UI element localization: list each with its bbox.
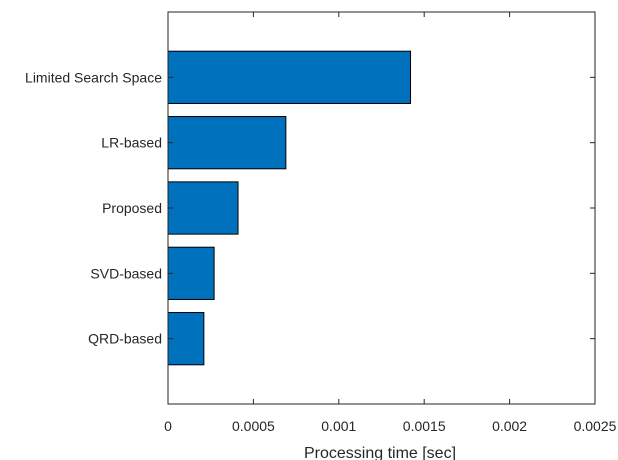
- x-tick-label: 0.0005: [232, 418, 275, 434]
- bar-lr-based: [167, 116, 287, 170]
- x-tick-label: 0.001: [321, 418, 356, 434]
- category-label-svd-based: SVD-based: [90, 265, 162, 281]
- x-tick-label: 0.0015: [403, 418, 446, 434]
- x-tick-label: 0.0025: [574, 418, 617, 434]
- category-label-proposed: Proposed: [102, 200, 162, 216]
- bars-layer: [167, 50, 412, 366]
- x-tick-label: 0.002: [492, 418, 527, 434]
- category-label-limited-search-space: Limited Search Space: [25, 69, 162, 85]
- bar-qrd-based: [167, 312, 205, 366]
- category-label-lr-based: LR-based: [101, 135, 162, 151]
- bar-limited-search-space: [167, 50, 412, 104]
- x-axis-label: Processing time [sec]: [304, 445, 456, 460]
- bar-proposed: [167, 181, 239, 235]
- ticks-layer: Limited Search Space LR-based Proposed SVD-…: [25, 69, 617, 434]
- axes-layer: [167, 11, 596, 405]
- category-label-qrd-based: QRD-based: [88, 331, 162, 347]
- x-tick-label: 0: [164, 418, 172, 434]
- bar-svd-based: [167, 246, 215, 300]
- plot-frame: [167, 11, 596, 405]
